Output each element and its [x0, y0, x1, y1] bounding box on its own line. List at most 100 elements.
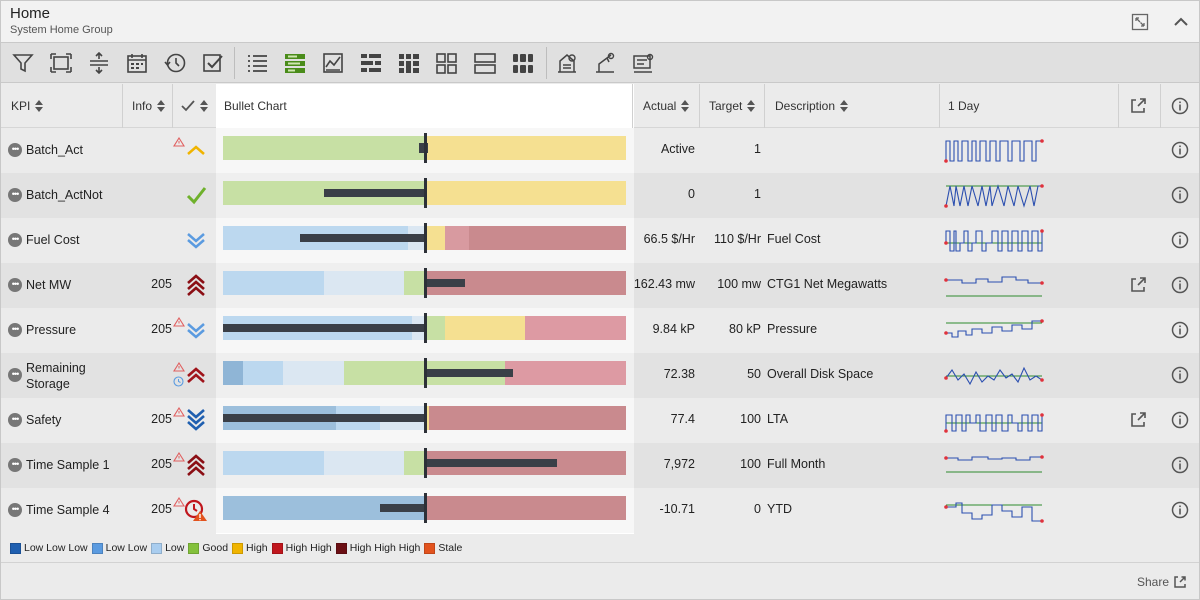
bullet-range-band	[505, 361, 626, 385]
row-info-icon[interactable]	[1171, 186, 1189, 204]
bullet-range-band	[404, 271, 425, 295]
sparkline-chart[interactable]	[942, 403, 1046, 437]
kpi-name[interactable]: Remaining Storage	[26, 361, 86, 391]
row-menu-icon[interactable]: •••	[8, 503, 22, 517]
shrink-icon[interactable]	[1130, 12, 1150, 32]
kpi-name[interactable]: Batch_Act	[26, 143, 83, 157]
row-info-icon[interactable]	[1171, 456, 1189, 474]
table-row[interactable]: ••• Batch_ActNot 0 1	[1, 173, 1199, 218]
sparkline-trend	[945, 366, 1043, 386]
settings-icon-2[interactable]	[591, 50, 619, 76]
row-info-icon[interactable]	[1171, 141, 1189, 159]
kpi-name[interactable]: Safety	[26, 413, 62, 427]
info-header-icon[interactable]	[1171, 84, 1189, 128]
row-info-icon[interactable]	[1171, 276, 1189, 294]
collapse-chevron-icon[interactable]	[1171, 12, 1191, 32]
column-sparkline-label: 1 Day	[948, 99, 980, 113]
table-row[interactable]: ••• Safety 205 77.4 100 LTA	[1, 398, 1199, 443]
launch-icon[interactable]	[1129, 411, 1147, 429]
sparkline-endpoint	[944, 429, 948, 433]
page-subtitle: System Home Group	[10, 24, 113, 36]
history-icon[interactable]	[161, 50, 189, 76]
sparkline-chart[interactable]	[942, 448, 1046, 482]
column-check[interactable]	[181, 84, 208, 128]
sparkline-endpoint	[1040, 229, 1044, 233]
sparkline-chart[interactable]	[942, 178, 1046, 212]
panel-header: Home System Home Group	[1, 1, 1199, 43]
sparkline-endpoint	[944, 331, 948, 335]
legend-label: High	[246, 542, 268, 554]
sort-icon	[35, 100, 44, 112]
row-info-icon[interactable]	[1171, 501, 1189, 519]
list-view-icon[interactable]	[243, 50, 271, 76]
grid-view-2-icon[interactable]	[395, 50, 423, 76]
table-row[interactable]: ••• Batch_Act Active 1	[1, 128, 1199, 173]
sparkline-chart[interactable]	[942, 223, 1046, 257]
kpi-name[interactable]: Fuel Cost	[26, 233, 80, 247]
filter-icon[interactable]	[9, 50, 37, 76]
table-row[interactable]: ••• Time Sample 1 205 7,972 100 Full Month	[1, 443, 1199, 488]
table-row[interactable]: ••• Fuel Cost 66.5 $/Hr 110 $/Hr Fuel Cost	[1, 218, 1199, 263]
kpi-name[interactable]: Time Sample 4	[26, 503, 110, 517]
target-value: 100 mw	[717, 277, 761, 291]
bullet-chart	[223, 178, 626, 208]
sparkline-chart[interactable]	[942, 133, 1046, 167]
sparkline-endpoint	[1040, 139, 1044, 143]
legend-label: Low Low Low	[24, 542, 88, 554]
sparkline-trend	[945, 414, 1043, 432]
bullet-view-icon[interactable]	[281, 50, 309, 76]
settings-icon-1[interactable]	[553, 50, 581, 76]
kpi-name[interactable]: Pressure	[26, 323, 77, 337]
column-actual[interactable]: Actual	[643, 84, 690, 128]
row-menu-icon[interactable]: •••	[8, 368, 22, 382]
kpi-name[interactable]: Time Sample 1	[26, 458, 110, 472]
row-info-icon[interactable]	[1171, 321, 1189, 339]
column-target[interactable]: Target	[709, 84, 756, 128]
launch-icon[interactable]	[1129, 276, 1147, 294]
tile-view-2-icon[interactable]	[471, 50, 499, 76]
row-info-icon[interactable]	[1171, 366, 1189, 384]
row-menu-icon[interactable]: •••	[8, 323, 22, 337]
launch-header-icon[interactable]	[1129, 84, 1147, 128]
tile-view-1-icon[interactable]	[433, 50, 461, 76]
sparkline-chart[interactable]	[942, 493, 1046, 527]
grid-view-1-icon[interactable]	[357, 50, 385, 76]
row-menu-icon[interactable]: •••	[8, 233, 22, 247]
row-menu-icon[interactable]: •••	[8, 188, 22, 202]
bullet-chart-cell	[216, 173, 634, 218]
legend-item: Good	[188, 542, 228, 554]
chart-view-icon[interactable]	[319, 50, 347, 76]
legend-item: Low Low	[91, 542, 147, 554]
row-menu-icon[interactable]: •••	[8, 413, 22, 427]
row-menu-icon[interactable]: •••	[8, 458, 22, 472]
table-row[interactable]: ••• Remaining Storage 72.38 50 Overall Disk …	[1, 353, 1199, 398]
column-description[interactable]: Description	[775, 84, 849, 128]
column-info[interactable]: Info	[132, 84, 166, 128]
kpi-name[interactable]: Net MW	[26, 278, 72, 292]
sparkline-chart[interactable]	[942, 313, 1046, 347]
row-info-icon[interactable]	[1171, 411, 1189, 429]
fit-icon[interactable]	[47, 50, 75, 76]
sparkline-chart[interactable]	[942, 358, 1046, 392]
calendar-icon[interactable]	[123, 50, 151, 76]
row-menu-icon[interactable]: •••	[8, 278, 22, 292]
column-sparkline[interactable]: 1 Day	[948, 84, 979, 128]
column-kpi[interactable]: KPI	[11, 84, 44, 128]
expand-rows-icon[interactable]	[85, 50, 113, 76]
kpi-name[interactable]: Batch_ActNot	[26, 188, 103, 202]
sort-icon	[840, 100, 849, 112]
sparkline-endpoint	[1040, 281, 1044, 285]
table-row[interactable]: ••• Net MW 205 162.43 mw 100 mw CTG1 Net Mega…	[1, 263, 1199, 308]
settings-icon-3[interactable]	[629, 50, 657, 76]
row-info-icon[interactable]	[1171, 231, 1189, 249]
tile-view-3-icon[interactable]	[509, 50, 537, 76]
table-row[interactable]: ••• Pressure 205 9.84 kP 80 kP Pressure	[1, 308, 1199, 353]
bullet-range-band	[424, 406, 429, 430]
check-box-icon[interactable]	[199, 50, 227, 76]
table-row[interactable]: ••• Time Sample 4 205 -10.71 0 YTD	[1, 488, 1199, 533]
row-menu-icon[interactable]: •••	[8, 143, 22, 157]
bullet-chart	[223, 223, 626, 253]
share-button[interactable]: Share	[1137, 575, 1187, 589]
sparkline-chart[interactable]	[942, 268, 1046, 302]
status-icon	[184, 318, 208, 342]
